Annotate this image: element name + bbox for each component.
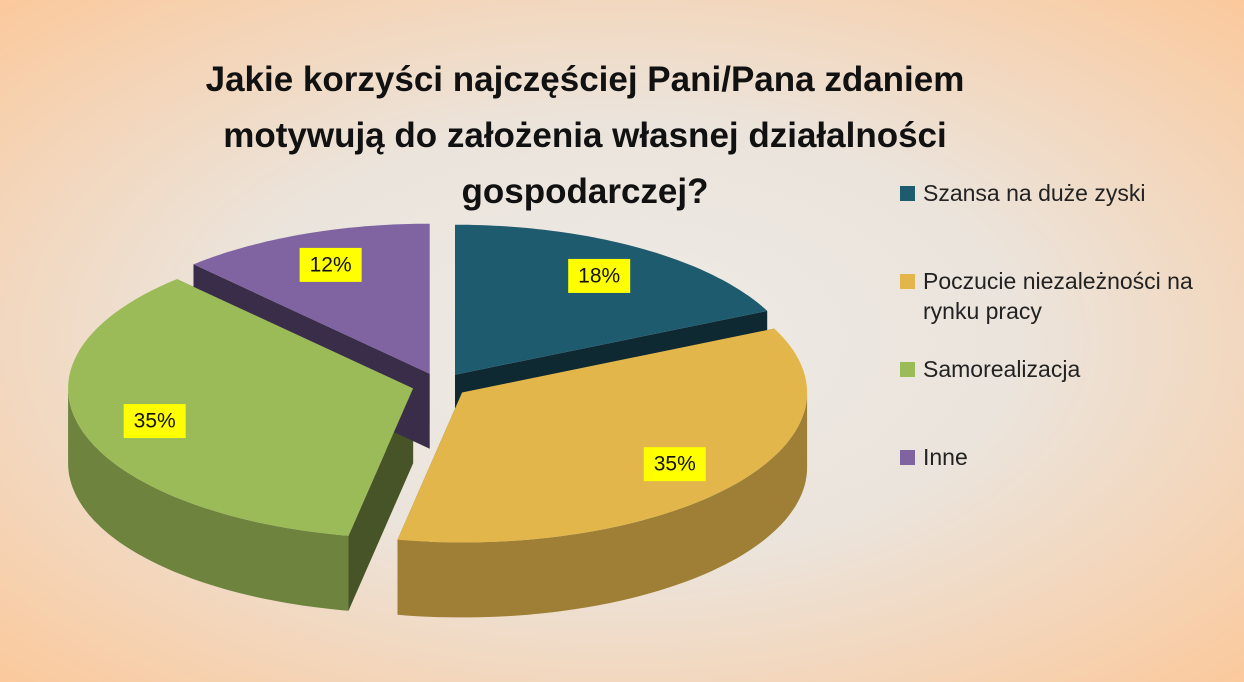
data-label-text: 18% (578, 264, 620, 287)
slice (455, 224, 768, 375)
data-label: 35% (123, 404, 186, 439)
data-label: 35% (643, 447, 706, 482)
legend-item: Szansa na duże zyski (900, 178, 1210, 266)
data-label-box (643, 447, 706, 482)
legend: Szansa na duże zyski Poczucie niezależnoś… (900, 178, 1210, 530)
data-label-box (299, 247, 362, 282)
chart-title: Jakie korzyści najczęściej Pani/Pana zda… (205, 60, 965, 211)
slice (68, 279, 414, 536)
data-label: 12% (299, 247, 362, 282)
legend-swatch (900, 450, 915, 465)
legend-swatch (900, 362, 915, 377)
legend-swatch (900, 274, 915, 289)
slice-side (68, 388, 349, 611)
data-label: 18% (568, 258, 631, 293)
data-label-text: 35% (134, 410, 176, 433)
legend-label: Inne (923, 444, 968, 470)
data-label-box (123, 404, 186, 439)
legend-label: Szansa na duże zyski (923, 180, 1146, 206)
legend-item: Poczucie niezależności na rynku pracy (900, 266, 1210, 354)
legend-label: Samorealizacja (923, 356, 1081, 382)
data-label-text: 35% (654, 453, 696, 476)
legend-swatch (900, 186, 915, 201)
data-label-text: 12% (310, 253, 352, 276)
data-label-box (568, 258, 631, 293)
legend-item: Samorealizacja (900, 354, 1210, 442)
slice (193, 223, 430, 374)
legend-label: Poczucie niezależności na rynku pracy (923, 268, 1193, 324)
slice (397, 328, 808, 543)
slice-side (397, 392, 808, 618)
legend-item: Inne (900, 442, 1210, 530)
